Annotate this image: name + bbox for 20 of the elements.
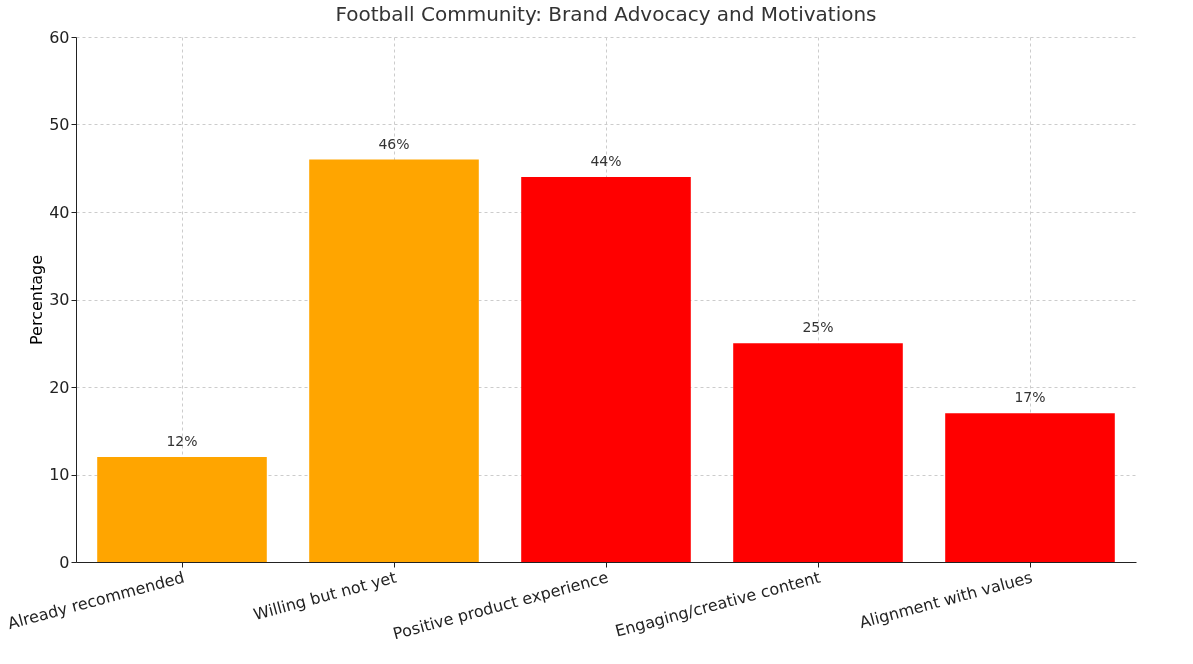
bar xyxy=(945,413,1115,562)
y-tick-label: 60 xyxy=(49,27,70,47)
bar xyxy=(521,177,691,562)
y-tick-label: 0 xyxy=(59,552,70,572)
data-label: 12% xyxy=(166,433,198,449)
y-tick-label: 20 xyxy=(49,377,70,397)
bar xyxy=(309,159,479,562)
data-label: 17% xyxy=(1014,389,1046,406)
y-tick-label: 10 xyxy=(49,465,70,484)
y-tick-label: 30 xyxy=(49,290,70,309)
data-label: 25% xyxy=(802,319,834,336)
y-tick-label: 50 xyxy=(49,115,70,134)
bar xyxy=(97,457,267,562)
data-label: 46% xyxy=(378,135,410,152)
y-axis-title: Percentage xyxy=(27,254,47,346)
chart-title: Football Community: Brand Advocacy and Motivations xyxy=(335,2,877,26)
x-tick-label: Willing but not yet xyxy=(251,567,399,625)
y-tick-label: 40 xyxy=(49,202,70,222)
data-label: 44% xyxy=(590,153,622,169)
bar xyxy=(733,343,903,562)
